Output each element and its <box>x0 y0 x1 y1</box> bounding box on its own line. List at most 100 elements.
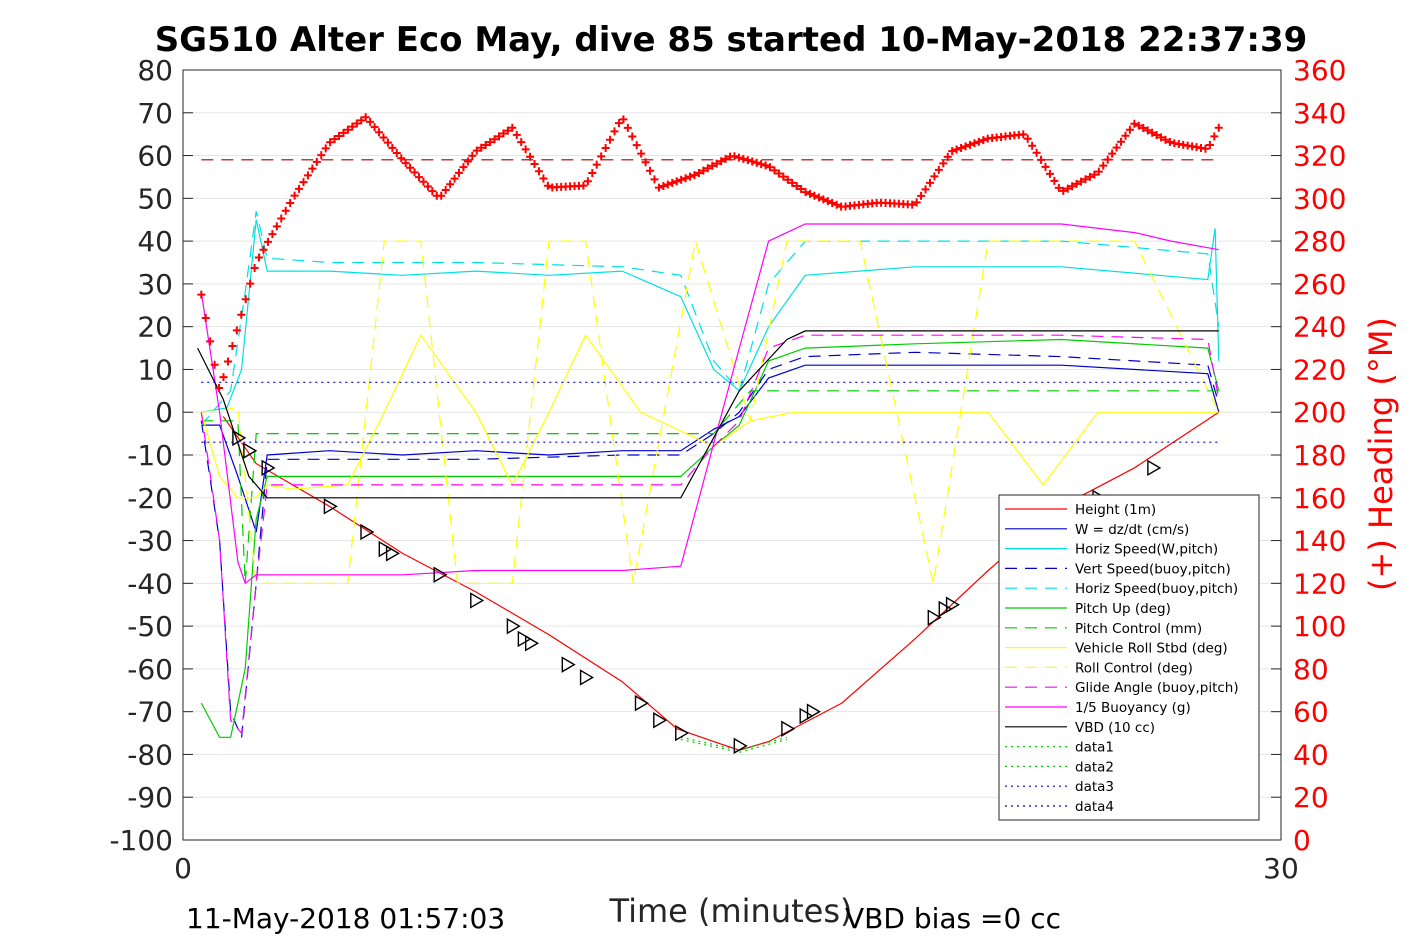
heading-point <box>1130 119 1139 128</box>
triangle-marker <box>525 635 540 652</box>
heading-point <box>957 143 966 152</box>
heading-point <box>468 151 477 160</box>
right-tick-label: 300 <box>1293 182 1346 215</box>
heading-point <box>410 168 419 177</box>
triangle-marker <box>470 592 485 609</box>
right-axis-ticks: 3603403203002802602402202001801601401201… <box>1271 54 1346 857</box>
heading-point <box>401 159 410 168</box>
heading-point <box>797 185 806 194</box>
heading-point <box>455 168 464 177</box>
legend: Height (1m) W = dz/dt (cm/s) Horiz Speed(W… <box>998 494 1260 821</box>
x-tick-label: 0 <box>174 852 192 885</box>
heading-point <box>277 214 286 223</box>
series-line-1 <box>201 364 1220 533</box>
heading-point <box>708 161 717 170</box>
heading-point <box>703 164 712 173</box>
heading-point <box>1143 126 1152 135</box>
left-tick-label: -30 <box>127 525 173 558</box>
left-tick-label: 70 <box>137 97 173 130</box>
heading-point <box>303 171 312 180</box>
heading-point <box>228 341 237 350</box>
heading-point <box>819 195 828 204</box>
heading-point <box>766 163 775 172</box>
heading-point <box>237 310 246 319</box>
left-tick-label: 80 <box>137 54 173 87</box>
left-tick-label: 0 <box>155 396 173 429</box>
heading-point <box>1077 177 1086 186</box>
heading-point <box>979 136 988 145</box>
heading-point <box>774 169 783 178</box>
heading-point <box>383 138 392 147</box>
legend-entry-label: 1/5 Buoyancy (g) <box>1075 700 1191 716</box>
heading-point <box>1099 161 1108 170</box>
heading-point <box>259 245 268 254</box>
heading-point <box>512 130 521 139</box>
heading-point <box>801 188 810 197</box>
series-line-11 <box>197 330 1219 499</box>
legend-entry-label: Roll Control (deg) <box>1075 660 1193 676</box>
heading-point <box>592 160 601 169</box>
series-line-6 <box>201 390 1219 584</box>
heading-point <box>806 189 815 198</box>
heading-point <box>543 181 552 190</box>
heading-point <box>459 163 468 172</box>
legend-entry-label: Vehicle Roll Stbd (deg) <box>1075 641 1228 657</box>
heading-point <box>770 166 779 175</box>
heading-point <box>601 144 610 153</box>
heading-point <box>481 140 490 149</box>
heading-point <box>961 142 970 151</box>
heading-markers <box>197 113 1223 393</box>
heading-point <box>219 373 228 382</box>
heading-point <box>681 174 690 183</box>
heading-point <box>717 157 726 166</box>
heading-point <box>490 135 499 144</box>
heading-point <box>783 175 792 184</box>
heading-point <box>1045 169 1054 178</box>
triangle-marker <box>781 720 796 737</box>
heading-point <box>686 172 695 181</box>
left-axis-ticks: 80 70 60 50 40 30 20 10 0 -10 -20 -30 -40 -50 -60 -70 -8… <box>109 54 193 857</box>
legend-entry-label: Height (1m) <box>1075 502 1156 518</box>
triangle-marker <box>675 724 690 742</box>
series-line-7 <box>200 334 1219 499</box>
heading-point <box>637 149 646 158</box>
heading-point <box>1117 137 1126 146</box>
heading-point <box>272 222 281 231</box>
series-line-2 <box>201 219 1220 413</box>
heading-point <box>361 113 370 122</box>
heading-point <box>250 264 259 273</box>
heading-point <box>939 159 948 168</box>
heading-point <box>343 125 352 134</box>
heading-point <box>832 200 841 209</box>
triangle-marker <box>733 737 748 755</box>
heading-point <box>508 123 517 132</box>
right-tick-label: 280 <box>1293 225 1346 258</box>
heading-point <box>810 191 819 200</box>
heading-point <box>583 177 592 186</box>
heading-point <box>1125 125 1134 134</box>
heading-point <box>441 186 450 195</box>
heading-point <box>375 128 384 137</box>
right-tick-label: 40 <box>1293 738 1329 771</box>
series-line-3 <box>200 351 1220 738</box>
triangle-marker <box>579 669 594 686</box>
heading-point <box>255 253 264 262</box>
right-tick-label: 180 <box>1293 439 1346 472</box>
heading-point <box>201 313 210 322</box>
heading-point <box>1037 155 1046 164</box>
heading-point <box>614 119 623 128</box>
heading-point <box>1161 135 1170 144</box>
triangle-marker <box>360 523 375 541</box>
heading-point <box>677 175 686 184</box>
triangle-marker <box>232 429 247 447</box>
heading-point <box>348 122 357 131</box>
triangle-marker <box>243 442 258 459</box>
heading-point <box>263 237 272 246</box>
heading-point <box>308 164 317 173</box>
heading-point <box>317 151 326 160</box>
heading-point <box>286 198 295 207</box>
heading-point <box>690 171 699 180</box>
heading-point <box>521 145 530 154</box>
right-tick-label: 340 <box>1293 97 1346 130</box>
